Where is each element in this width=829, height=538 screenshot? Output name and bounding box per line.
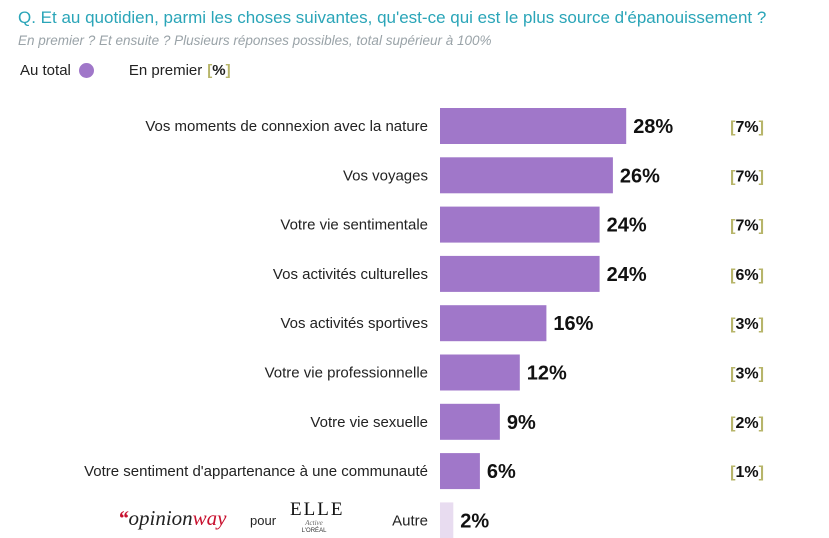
value-label: 24% — [607, 264, 647, 286]
category-label: Vos activités sportives — [280, 315, 428, 332]
bar — [440, 255, 600, 292]
first-value-label: [6%] — [730, 267, 764, 284]
legend-bracket-pct: % — [212, 61, 226, 79]
value-label: 9% — [507, 412, 536, 434]
value-label: 12% — [527, 363, 567, 385]
opinionway-logo: “opinionway — [118, 506, 227, 531]
elle-active-logo: ELLE Active L'ORÉAL — [290, 499, 345, 538]
category-label: Autre — [392, 512, 428, 529]
value-label: 6% — [487, 461, 516, 483]
elle-logo-sub: Active — [305, 519, 323, 527]
opinionway-logo-quote: “ — [118, 506, 129, 530]
category-label: Vos moments de connexion avec la nature — [145, 118, 428, 135]
category-label: Votre vie sentimentale — [280, 217, 428, 234]
bar — [440, 108, 627, 144]
bar — [440, 354, 520, 391]
opinionway-logo-way: way — [192, 506, 227, 530]
first-value-label: [7%] — [730, 168, 764, 185]
legend-total-dot-icon — [78, 62, 94, 78]
category-label: Votre vie professionnelle — [265, 365, 428, 382]
legend-bracket-open: [ — [207, 61, 213, 79]
footer-pour: pour — [250, 513, 277, 528]
question-title: Q. Et au quotidien, parmi les choses sui… — [18, 8, 767, 27]
category-label: Vos activités culturelles — [273, 266, 428, 283]
elle-logo-main: ELLE — [290, 499, 345, 520]
legend-total-label: Au total — [20, 61, 71, 79]
bar — [440, 305, 547, 342]
value-label: 28% — [633, 116, 673, 138]
elle-logo-sponsor: L'ORÉAL — [301, 528, 327, 534]
first-value-label: [1%] — [730, 464, 764, 481]
chart-legend: Au total En premier [%] — [20, 60, 231, 80]
first-value-label: [2%] — [730, 415, 764, 432]
legend-first: En premier [%] — [129, 62, 231, 79]
first-value-label: [7%] — [730, 119, 764, 136]
category-label: Votre sentiment d'appartenance à une com… — [84, 463, 428, 480]
bar — [440, 453, 480, 490]
legend-first-bracket: [%] — [207, 62, 230, 79]
opinionway-logo-opinion: opinion — [128, 506, 193, 530]
first-value-label: [7%] — [730, 218, 764, 235]
bar — [440, 157, 613, 194]
value-label: 26% — [620, 165, 660, 187]
value-label: 24% — [607, 215, 647, 237]
legend-bracket-close: ] — [225, 61, 231, 79]
question-subtitle: En premier ? Et ensuite ? Plusieurs répo… — [18, 33, 492, 48]
category-label: Vos voyages — [343, 167, 428, 184]
legend-first-label: En premier — [128, 61, 203, 79]
category-label: Votre vie sexuelle — [310, 414, 428, 431]
bar — [440, 502, 454, 538]
first-value-label: [3%] — [730, 366, 764, 383]
value-label: 2% — [460, 510, 489, 532]
bar — [440, 206, 600, 243]
value-label: 16% — [553, 313, 593, 335]
bar — [440, 403, 500, 440]
first-value-label: [3%] — [730, 316, 764, 333]
